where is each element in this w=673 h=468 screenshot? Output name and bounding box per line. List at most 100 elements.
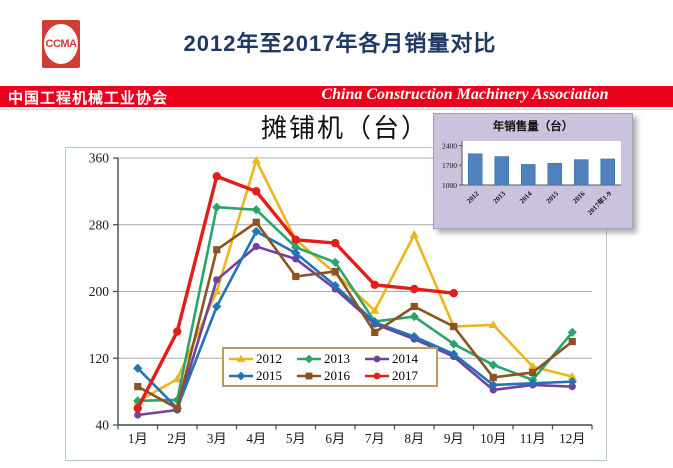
legend-marker: [304, 354, 314, 363]
legend: 2012 2013 2014 2015 2016 2017: [222, 347, 438, 387]
ccma-logo: CCMA: [42, 20, 80, 68]
series-marker-2017: [449, 288, 458, 298]
series-marker-2014: [292, 255, 300, 263]
banner-english-name: China Construction Machinery Association: [321, 86, 609, 103]
legend-item-2013: 2013: [296, 350, 364, 367]
main-line-chart: 40 120 200 280 360 1月 2月 3月 4月 5月 6月 7月 8月 9月 10月 11月 12…: [89, 151, 593, 446]
series-marker-2017: [291, 235, 300, 244]
series-marker-2016: [489, 373, 497, 382]
series-marker-2016: [213, 246, 221, 254]
legend-swatch-2012: [229, 354, 253, 362]
series-marker-2014: [252, 242, 260, 251]
legend-item-2012: 2012: [228, 350, 296, 367]
association-banner: 中国工程机械工业协会 China Construction Machinery …: [0, 86, 673, 107]
series-marker-2017: [370, 280, 379, 290]
series-marker-2012: [172, 374, 182, 383]
legend-item-2015: 2015: [228, 367, 296, 384]
inset-bar-2013: [494, 156, 509, 186]
series-marker-2015: [330, 281, 340, 291]
series-marker-2014: [568, 383, 576, 391]
x-axis-label: 8月: [404, 431, 424, 446]
series-marker-2016: [292, 272, 300, 281]
series-marker-2016: [173, 404, 181, 412]
slide-title: 2012年至2017年各月销量对比: [183, 31, 497, 56]
x-axis-label: 9月: [444, 431, 464, 446]
series-marker-2017: [173, 327, 182, 336]
series-marker-2015: [449, 349, 459, 359]
series-marker-2015: [291, 248, 301, 258]
legend-swatch-2013: [297, 354, 321, 363]
inset-chart-title: 年销售量（台）: [493, 119, 574, 133]
x-axis-label: 12月: [559, 431, 585, 446]
legend-label: 2016: [324, 367, 350, 383]
series-marker-2015: [370, 317, 380, 327]
series-marker-2015: [567, 377, 577, 387]
series-marker-2012: [488, 320, 498, 328]
series-marker-2016: [331, 267, 339, 276]
x-axis-label: 3月: [207, 431, 227, 446]
ccma-logo-text: CCMA: [45, 38, 78, 50]
y-tick-label: 200: [89, 284, 110, 299]
inset-bar-chart: 年销售量（台） 1000 1700 2400 2012 2013 2014 2015 2016…: [442, 119, 621, 217]
legend-swatch-2016: [297, 372, 321, 379]
series-marker-2014: [213, 276, 221, 284]
series-marker-2014: [489, 386, 497, 394]
series-marker-2017: [331, 238, 340, 248]
legend-label: 2013: [324, 350, 350, 366]
inset-x-label: 2015: [545, 189, 561, 205]
series-marker-2017: [252, 187, 261, 196]
series-marker-2015: [488, 380, 498, 390]
y-tick-label: 280: [89, 217, 110, 232]
legend-marker: [373, 355, 381, 362]
inset-x-label: 2014: [518, 189, 534, 205]
series-marker-2015: [212, 301, 222, 312]
series-marker-2014: [134, 411, 142, 419]
inset-x-label: 2012: [465, 189, 481, 205]
x-axis-label: 11月: [520, 431, 546, 446]
x-axis-label: 4月: [246, 431, 266, 446]
legend-swatch-2015: [229, 371, 253, 380]
legend-label: 2012: [256, 350, 282, 366]
inset-bar-2017年1-9: [600, 158, 615, 186]
series-marker-2013: [212, 202, 222, 212]
x-axis-label: 2月: [167, 431, 187, 446]
legend-swatch-2014: [365, 355, 389, 362]
legend-item-2016: 2016: [296, 367, 364, 384]
banner-chinese-name: 中国工程机械工业协会: [8, 90, 169, 107]
series-marker-2016: [134, 383, 142, 391]
legend-marker: [236, 371, 246, 380]
line-chart-title: 摊铺机（台）: [260, 114, 429, 143]
x-axis-label: 6月: [325, 431, 345, 446]
legend-label: 2014: [392, 350, 418, 366]
series-marker-2012: [528, 361, 538, 370]
inset-x-label: 2016: [571, 189, 587, 205]
series-marker-2015: [251, 226, 261, 237]
series-line-2014: [136, 245, 574, 417]
inset-x-label: 2013: [492, 189, 508, 205]
inset-plot-area: [462, 141, 621, 185]
legend-marker: [305, 372, 313, 379]
x-axis-label: 1月: [128, 431, 148, 446]
y-tick-label: 120: [89, 351, 110, 366]
series-marker-2017: [212, 172, 221, 181]
series-marker-2012: [212, 286, 222, 295]
series-marker-2016: [568, 337, 576, 346]
inset-y-tick-label: 1000: [442, 181, 457, 190]
inset-annual-chart-panel: 年销售量（台） 1000 1700 2400 2012 2013 2014 2015 2016…: [433, 113, 633, 229]
series-marker-2017: [133, 404, 142, 413]
chart-frame: [65, 147, 607, 461]
legend-label: 2017: [392, 367, 418, 383]
series-marker-2017: [410, 284, 419, 294]
inset-bar-2014: [521, 164, 536, 186]
inset-bar-2016: [574, 159, 589, 186]
inset-y-tick-label: 2400: [442, 141, 457, 150]
inset-bar-2015: [547, 163, 562, 186]
series-marker-2013: [409, 311, 419, 322]
x-axis-label: 7月: [365, 431, 385, 446]
series-marker-2013: [449, 339, 459, 349]
series-marker-2015: [133, 363, 143, 373]
banner-divider: [0, 109, 673, 110]
legend-label: 2015: [256, 367, 282, 383]
y-tick-label: 360: [89, 151, 110, 166]
